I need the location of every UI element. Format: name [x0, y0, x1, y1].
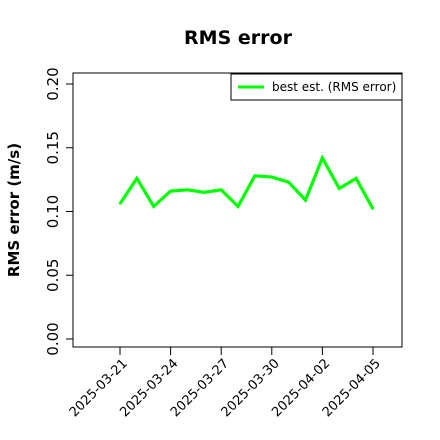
- data-point: [287, 181, 290, 183]
- legend: best est. (RMS error): [230, 73, 403, 101]
- y-tick-label: 0.15: [44, 131, 62, 164]
- series-line: [118, 154, 375, 210]
- y-tick-label: 0.05: [44, 259, 62, 292]
- data-point: [186, 189, 189, 191]
- legend-label: best est. (RMS error): [272, 80, 396, 94]
- data-point: [372, 208, 374, 210]
- chart-title: RMS error: [184, 27, 293, 49]
- data-point: [321, 157, 324, 159]
- data-point: [203, 191, 206, 194]
- y-tick-label: 0.00: [44, 322, 62, 355]
- data-point: [169, 190, 172, 192]
- data-point: [237, 205, 239, 208]
- data-point: [254, 175, 256, 177]
- data-point: [220, 189, 222, 191]
- data-point: [355, 177, 357, 180]
- y-axis: 0.00 0.05 0.10 0.15 0.20: [44, 67, 74, 356]
- plot-frame: [72, 72, 403, 348]
- data-point: [338, 187, 341, 190]
- data-point: [152, 205, 155, 208]
- x-axis: 2025-03-212025-03-242025-03-272025-03-30…: [67, 346, 384, 420]
- y-axis-label: RMS error (m/s): [5, 143, 23, 277]
- data-point: [304, 199, 307, 201]
- y-tick-label: 0.10: [44, 195, 62, 228]
- data-point: [119, 203, 121, 205]
- series-layer: [118, 154, 375, 210]
- y-tick-label: 0.20: [44, 67, 62, 100]
- data-point: [271, 176, 273, 178]
- data-point: [136, 177, 138, 180]
